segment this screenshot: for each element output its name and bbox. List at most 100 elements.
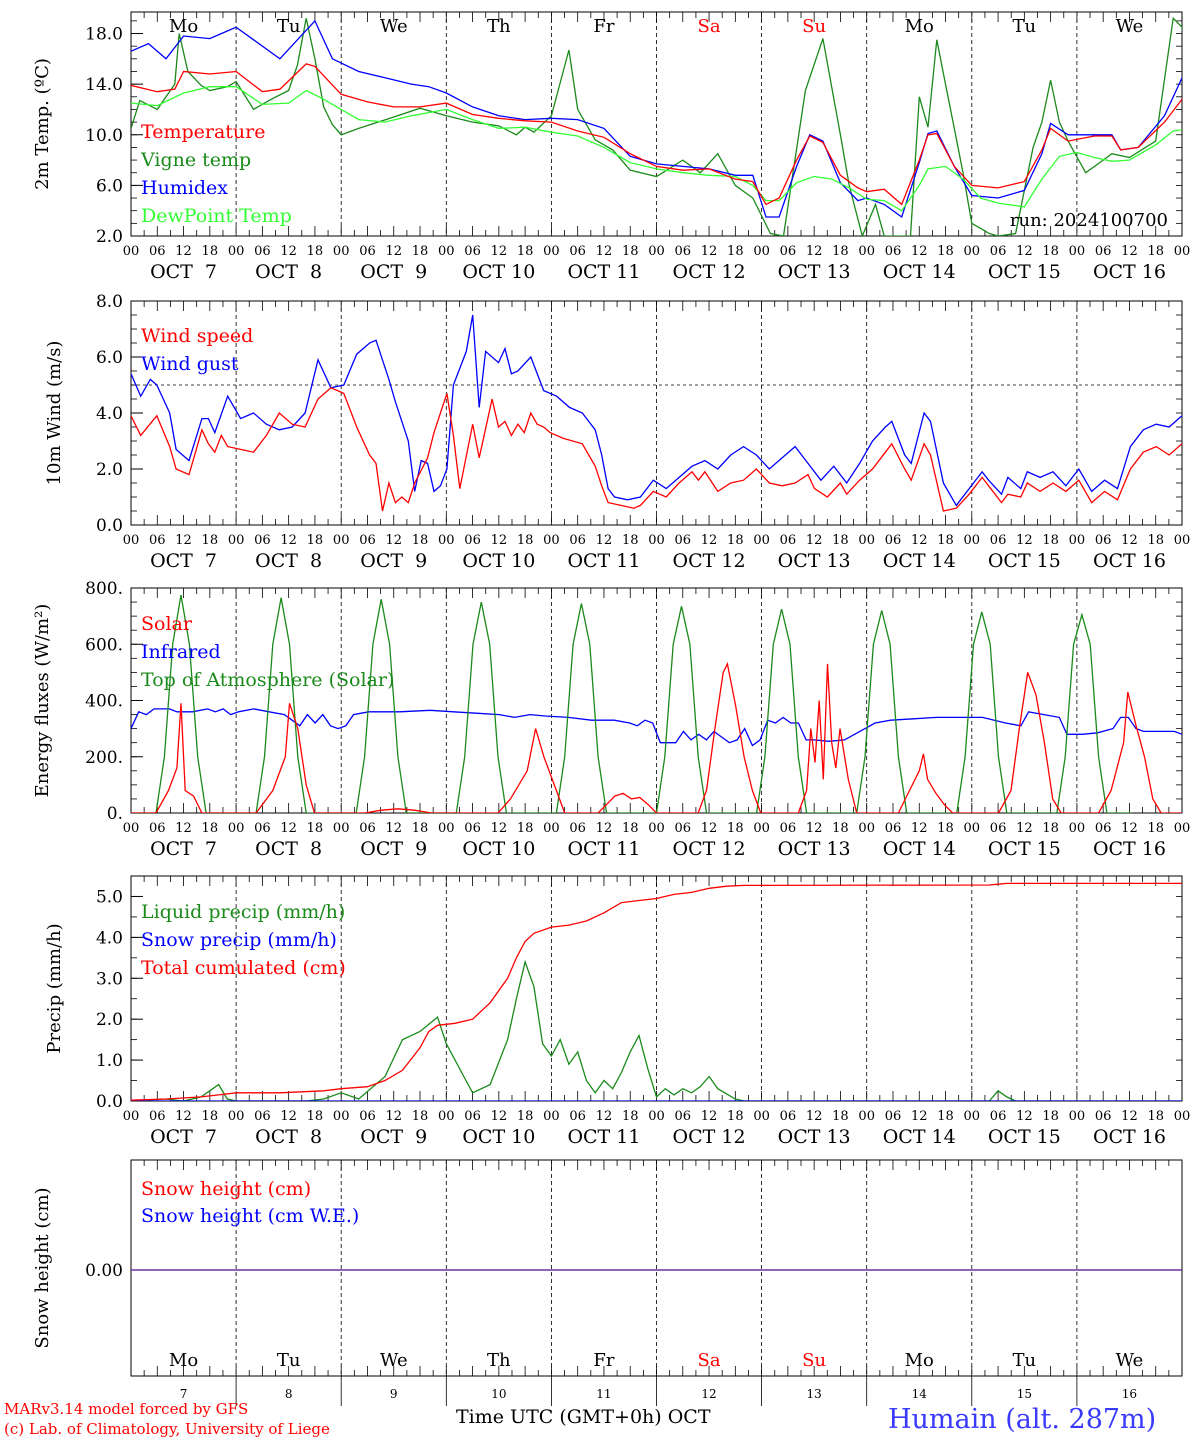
wind-hour-label: 06 [569, 533, 586, 548]
temp-date-label: OCT 8 [255, 261, 322, 283]
precip-date-label: OCT 11 [567, 1126, 640, 1148]
energy-hour-label: 06 [990, 821, 1007, 836]
snow-day-number: 12 [701, 1387, 716, 1401]
snow-day-name: Tu [277, 1350, 301, 1371]
temp-hour-label: 12 [911, 244, 928, 259]
temp-hour-label: 18 [412, 244, 429, 259]
temp-ytick-label: 14.0 [85, 75, 123, 95]
wind-hour-label: 18 [937, 533, 954, 548]
wind-hour-label: 00 [228, 533, 245, 548]
temp-series-dewpoint-temp [131, 86, 1182, 212]
energy-date-label: OCT 14 [883, 838, 956, 860]
wind-hour-label: 06 [675, 533, 692, 548]
energy-hour-label: 06 [780, 821, 797, 836]
precip-hour-label: 06 [885, 1109, 902, 1124]
wind-date-label: OCT 7 [150, 550, 217, 572]
temp-series-temperature [131, 63, 1182, 206]
precip-ytick-label: 2.0 [96, 1010, 123, 1030]
energy-date-label: OCT 7 [150, 838, 217, 860]
precip-hour-label: 18 [307, 1109, 324, 1124]
temp-date-label: OCT 12 [673, 261, 746, 283]
energy-series-solar [131, 661, 1182, 813]
wind-hour-label: 06 [1095, 533, 1112, 548]
precip-hour-label: 00 [228, 1109, 245, 1124]
temp-hour-label: 18 [202, 244, 219, 259]
wind-hour-label: 12 [1121, 533, 1138, 548]
energy-ytick-label: 400. [85, 692, 123, 712]
wind-hour-label: 18 [727, 533, 744, 548]
precip-hour-label: 06 [569, 1109, 586, 1124]
precip-ytick-label: 3.0 [96, 969, 123, 989]
snow-day-number: 16 [1122, 1387, 1137, 1401]
temp-hour-label: 12 [385, 244, 402, 259]
precip-hour-label: 18 [832, 1109, 849, 1124]
temp-day-name: Tu [1013, 16, 1037, 37]
energy-ylabel: Energy fluxes (W/m²) [32, 604, 53, 798]
wind-hour-label: 18 [517, 533, 534, 548]
precip-hour-label: 06 [359, 1109, 376, 1124]
wind-hour-label: 06 [780, 533, 797, 548]
snow-day-name: Th [487, 1350, 511, 1371]
temp-hour-label: 12 [491, 244, 508, 259]
wind-hour-label: 12 [806, 533, 823, 548]
wind-hour-label: 18 [1042, 533, 1059, 548]
temp-day-name: Mo [169, 16, 198, 37]
wind-series-wind-gust [131, 314, 1182, 507]
energy-hour-label: 00 [438, 821, 455, 836]
energy-date-label: OCT 8 [255, 838, 322, 860]
energy-hour-label: 06 [254, 821, 271, 836]
precip-hour-label: 00 [648, 1109, 665, 1124]
energy-hour-label: 18 [412, 821, 429, 836]
temp-date-label: OCT 7 [150, 261, 217, 283]
snow-day-name: Sa [698, 1350, 721, 1371]
energy-hour-label: 06 [569, 821, 586, 836]
wind-hour-label: 12 [280, 533, 297, 548]
wind-date-label: OCT 14 [883, 550, 956, 572]
snow-day-name: Mo [905, 1350, 934, 1371]
wind-date-label: OCT 16 [1093, 550, 1166, 572]
precip-ytick-label: 1.0 [96, 1051, 123, 1071]
temp-hour-label: 18 [1147, 244, 1164, 259]
precip-hour-label: 06 [1095, 1109, 1112, 1124]
precip-hour-label: 12 [1016, 1109, 1033, 1124]
wind-hour-label: 00 [964, 533, 981, 548]
energy-hour-label: 00 [543, 821, 560, 836]
temp-day-name: Mo [905, 16, 934, 37]
snow-day-number: 10 [491, 1387, 506, 1401]
snow-day-number: 11 [596, 1387, 611, 1401]
temp-hour-label: 00 [123, 244, 140, 259]
temp-hour-label: 00 [438, 244, 455, 259]
panel-energy: 0. 200. 400. 600. 800. Energy fluxes (W/m²) So… [32, 579, 1190, 860]
temp-hour-label: 00 [1174, 244, 1191, 259]
energy-hour-label: 18 [937, 821, 954, 836]
wind-date-label: OCT 13 [778, 550, 851, 572]
precip-date-label: OCT 15 [988, 1126, 1061, 1148]
temp-hour-label: 18 [517, 244, 534, 259]
temp-hour-label: 18 [622, 244, 639, 259]
temp-hour-label: 00 [228, 244, 245, 259]
energy-hour-label: 06 [359, 821, 376, 836]
temp-date-label: OCT 16 [1093, 261, 1166, 283]
energy-ytick-label: 800. [85, 579, 123, 599]
energy-hour-label: 12 [491, 821, 508, 836]
energy-hour-label: 06 [675, 821, 692, 836]
precip-hour-label: 06 [675, 1109, 692, 1124]
precip-date-label: OCT 8 [255, 1126, 322, 1148]
temp-day-name: Th [487, 16, 511, 37]
energy-series-infrared [131, 708, 1182, 747]
temp-hour-label: 12 [1121, 244, 1138, 259]
temp-hour-label: 06 [675, 244, 692, 259]
temp-hour-label: 12 [701, 244, 718, 259]
temp-hour-label: 06 [1095, 244, 1112, 259]
temp-hour-label: 00 [1069, 244, 1086, 259]
temp-hour-label: 12 [280, 244, 297, 259]
wind-hour-label: 00 [438, 533, 455, 548]
energy-hour-label: 12 [596, 821, 613, 836]
wind-hour-label: 00 [543, 533, 560, 548]
precip-hour-label: 18 [202, 1109, 219, 1124]
temp-legend-item: Vigne temp [140, 149, 251, 171]
temp-hour-label: 06 [359, 244, 376, 259]
energy-hour-label: 00 [333, 821, 350, 836]
energy-hour-label: 18 [727, 821, 744, 836]
wind-hour-label: 00 [753, 533, 770, 548]
